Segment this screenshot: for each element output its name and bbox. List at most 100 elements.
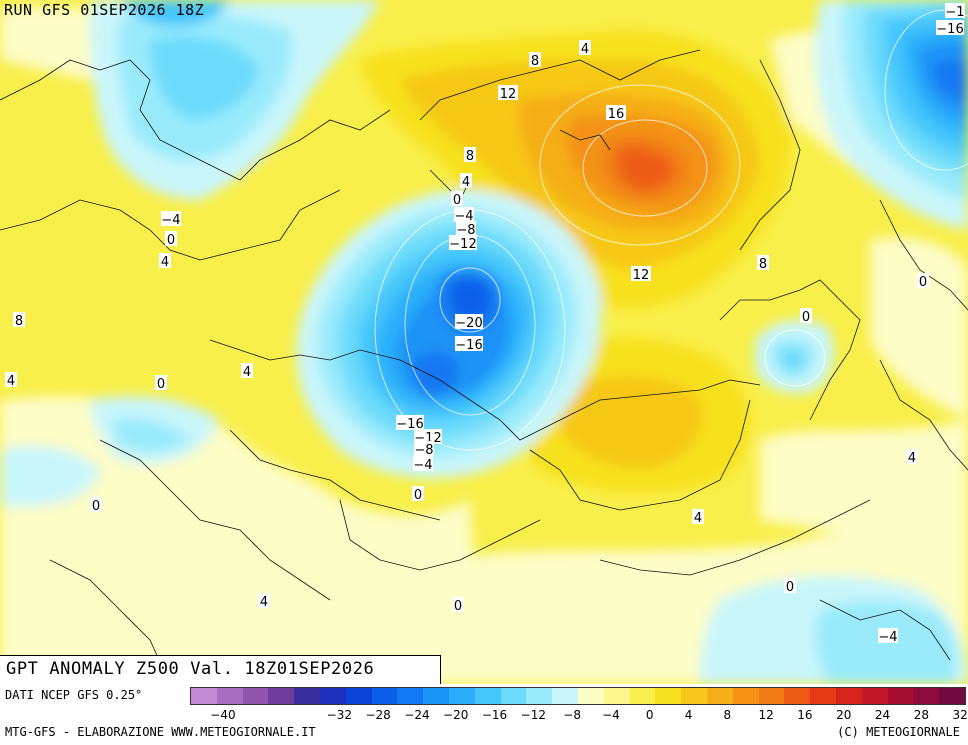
color-scale-cell: [603, 688, 630, 704]
contour-label: 4: [462, 175, 470, 190]
contour-label-bg: [454, 207, 474, 222]
contour-label: 16: [608, 107, 625, 122]
contour-label: −16: [455, 338, 482, 353]
contour-label: 4: [7, 374, 15, 389]
contour-label: 8: [759, 257, 767, 272]
color-scale-cell: [423, 688, 449, 704]
color-scale-cell: [629, 688, 656, 704]
contour-label-bg: [498, 85, 518, 100]
color-scale-tick-label: 0: [645, 708, 654, 722]
contour-label: −1: [945, 5, 964, 20]
color-scale-tick-label: 4: [684, 708, 693, 722]
borders: [0, 49, 968, 684]
contour-label-bg: [452, 597, 464, 612]
contour-label-bg: [692, 509, 704, 524]
color-scale-cell: [371, 688, 398, 704]
contour-label-bg: [258, 593, 270, 608]
contour-label-bg: [159, 253, 171, 268]
contour-label: −16: [936, 22, 963, 37]
contour-label-bg: [451, 191, 463, 206]
contour-label: −12: [449, 237, 476, 252]
contour-label: 0: [157, 377, 165, 392]
color-scale-tick-label: −12: [520, 708, 546, 722]
contour-label: 4: [581, 42, 589, 57]
contour-label: 0: [414, 488, 422, 503]
contour-label-bg: [165, 231, 177, 246]
color-scale-tick-label: 28: [913, 708, 929, 722]
contour-label-bg: [455, 336, 483, 351]
contour-label-bg: [449, 235, 477, 250]
contour-label: −8: [456, 223, 475, 238]
color-scale-cell: [242, 688, 269, 704]
color-scale-cell: [810, 688, 836, 704]
color-scale-cell: [216, 688, 243, 704]
color-scale-cell: [887, 688, 914, 704]
contour-label-bg: [460, 173, 472, 188]
color-scale-cell: [732, 688, 759, 704]
color-scale-tick-label: 8: [723, 708, 732, 722]
contour-label-bg: [606, 105, 626, 120]
contour-label-bg: [906, 449, 918, 464]
contour-label: −8: [414, 443, 433, 458]
color-scale-cell: [784, 688, 811, 704]
anomaly-field: [0, 0, 968, 684]
color-scale-tick-label: −24: [404, 708, 430, 722]
map-canvas: 481216840−4−8−1212800−20−16−16−12−8−40−4…: [0, 0, 968, 684]
color-scale-tick-label: −32: [326, 708, 352, 722]
color-scale-tick-label: 24: [874, 708, 891, 722]
contour-label-bg: [456, 221, 476, 236]
contour-label-bg: [90, 497, 102, 512]
color-scale-cell: [655, 688, 682, 704]
contour-label: −4: [878, 630, 897, 645]
contour-label-bg: [396, 415, 424, 430]
contour-label-bg: [878, 628, 898, 643]
color-scale-cell: [758, 688, 785, 704]
credit-left: MTG-GFS - ELABORAZIONE WWW.METEOGIORNALE…: [5, 725, 316, 739]
color-scale-cell: [448, 688, 475, 704]
color-scale-cell: [861, 688, 888, 704]
color-scale-tick-label: −20: [443, 708, 469, 722]
contour-label: −20: [455, 316, 482, 331]
contour-label-bg: [579, 40, 591, 55]
contour-label: 0: [453, 193, 461, 208]
footer: DATI NCEP GFS 0.25° −40 −32 −28 −24 −20 −16 −1…: [0, 684, 968, 745]
contour-label-bg: [936, 20, 964, 35]
color-scale-tick-label: −28: [365, 708, 391, 722]
color-scale-ticks: −40 −32 −28 −24 −20 −16 −12 −8 −4 0 4 8 12 16 20 24 28 32…: [190, 708, 968, 722]
contour-label: 0: [167, 233, 175, 248]
contour-label: 0: [454, 599, 462, 614]
title-box: GPT ANOMALY Z500 Val. 18Z01SEP2026: [0, 655, 441, 684]
color-scale-cell: [939, 688, 965, 704]
contour-label-bg: [414, 441, 434, 456]
contour-label: 4: [908, 451, 916, 466]
map-title: GPT ANOMALY Z500 Val. 18Z01SEP2026: [6, 659, 375, 679]
contour-label-bg: [412, 486, 424, 501]
color-scale-cell: [345, 688, 372, 704]
color-scale-cell: [474, 688, 501, 704]
contour-label-bg: [917, 273, 929, 288]
contour-label-bg: [241, 363, 253, 378]
contour-label-bg: [455, 314, 483, 329]
contour-lines: [374, 9, 968, 451]
contour-label: −4: [413, 458, 432, 473]
color-scale-cell: [681, 688, 707, 704]
contour-labels: 481216840−4−8−1212800−20−16−16−12−8−40−4…: [5, 3, 965, 645]
contour-label: 0: [786, 580, 794, 595]
contour-label-bg: [945, 3, 965, 18]
color-scale-tick-label: −8: [563, 708, 581, 722]
contour-label: 4: [260, 595, 268, 610]
anomaly-map[interactable]: 4 8 12 16 8 4 0 −4 −8 −12 12 8 0 0 −20 −16 −16 −12 −8 −4 0 −4…: [0, 0, 968, 684]
color-scale-cell: [526, 688, 553, 704]
color-scale-cell: [552, 688, 578, 704]
run-label: RUN GFS 01SEP2026 18Z: [4, 1, 205, 19]
color-scale-cell: [913, 688, 940, 704]
color-scale-tick-label: −4: [602, 708, 620, 722]
contour-label: 4: [694, 511, 702, 526]
contour-label: −4: [454, 209, 473, 224]
contour-label: 12: [500, 87, 517, 102]
color-scale-tick-label: 32: [952, 708, 968, 722]
contour-label: −16: [396, 417, 423, 432]
color-scale-tick-label: −16: [481, 708, 508, 722]
contour-label-bg: [414, 429, 442, 444]
contour-label-bg: [464, 147, 476, 162]
